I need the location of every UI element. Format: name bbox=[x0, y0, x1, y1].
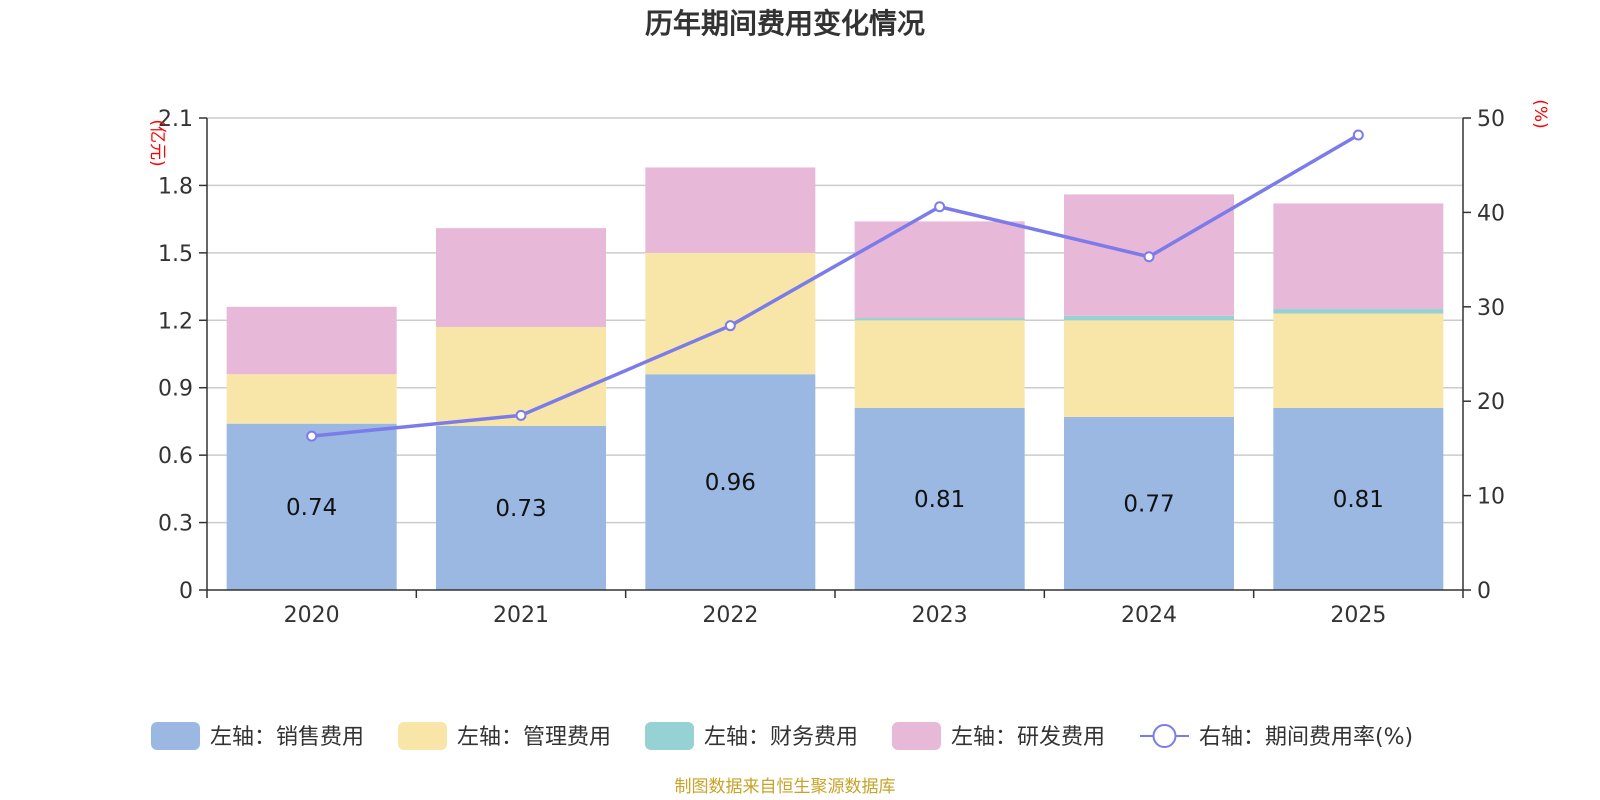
bar-segment bbox=[854, 407, 1025, 590]
legend-swatch bbox=[151, 722, 200, 750]
y-right-tick-label: 30 bbox=[1477, 296, 1505, 321]
rate-line-point bbox=[515, 409, 527, 421]
rate-line-path bbox=[311, 133, 1360, 438]
axes: 0 0.3 0.6 0.9 1.2 1.5 1.8 2.1 0 10 20 30 40 50 (亿元) (%)… bbox=[147, 99, 1550, 628]
legend-label: 左轴：销售费用 bbox=[210, 725, 364, 750]
grid-lines bbox=[207, 117, 1463, 524]
bar-segment bbox=[1273, 203, 1444, 310]
legend-swatch bbox=[892, 722, 941, 750]
y-right-tick-label: 20 bbox=[1477, 390, 1505, 415]
y-left-unit: (亿元) bbox=[147, 119, 167, 166]
x-tick-label: 2020 bbox=[284, 603, 340, 628]
bar-segment bbox=[436, 228, 606, 328]
legend: 左轴：销售费用 左轴：管理费用 左轴：财务费用 左轴：研发费用 右轴：期间费用率(%) bbox=[151, 722, 1413, 750]
bar-segment bbox=[1064, 320, 1234, 417]
legend-label: 左轴：管理费用 bbox=[457, 725, 611, 750]
legend-marker bbox=[1152, 724, 1177, 748]
rate-line-point bbox=[306, 430, 318, 442]
rate-line-point bbox=[724, 320, 736, 332]
chart-title: 历年期间费用变化情况 bbox=[645, 7, 925, 40]
y-left-tick-label: 0.3 bbox=[158, 512, 193, 537]
bar-segment bbox=[226, 423, 397, 590]
bar-segment bbox=[436, 425, 606, 590]
legend-swatch bbox=[645, 722, 694, 750]
bar-segment bbox=[854, 318, 1025, 321]
bar-data-label: 0.73 bbox=[495, 496, 546, 522]
legend-label: 左轴：研发费用 bbox=[951, 725, 1105, 750]
bar-segment bbox=[1064, 315, 1234, 321]
y-right-tick-label: 10 bbox=[1477, 485, 1505, 510]
bar-segment bbox=[436, 327, 606, 426]
bar-segment bbox=[1273, 407, 1444, 590]
bar-data-label: 0.81 bbox=[914, 487, 965, 513]
x-tick-label: 2021 bbox=[493, 603, 549, 628]
y-left-tick-label: 1.2 bbox=[158, 309, 193, 334]
y-right-tick-label: 0 bbox=[1477, 579, 1491, 604]
y-left-tick-label: 0 bbox=[179, 579, 193, 604]
legend-swatch bbox=[398, 722, 447, 750]
y-right-tick-label: 40 bbox=[1477, 201, 1505, 226]
y-right-unit: (%) bbox=[1530, 99, 1550, 128]
x-tick-label: 2022 bbox=[702, 603, 758, 628]
x-tick-label: 2024 bbox=[1121, 603, 1177, 628]
bars bbox=[226, 167, 1444, 590]
bar-data-label: 0.96 bbox=[705, 470, 756, 496]
bar-data-label: 0.77 bbox=[1123, 491, 1174, 517]
bar-segment bbox=[1064, 416, 1234, 590]
rate-line-point bbox=[1143, 251, 1155, 263]
bar-segment bbox=[645, 374, 816, 590]
y-left-tick-label: 1.5 bbox=[158, 242, 193, 267]
bar-segment bbox=[226, 306, 397, 375]
x-tick-label: 2025 bbox=[1330, 603, 1386, 628]
legend-label: 左轴：财务费用 bbox=[704, 725, 858, 750]
y-left-tick-label: 0.9 bbox=[158, 377, 193, 402]
bar-data-label: 0.81 bbox=[1333, 487, 1384, 513]
x-tick-label: 2023 bbox=[912, 603, 968, 628]
y-left-tick-label: 2.1 bbox=[158, 107, 193, 132]
bar-segment bbox=[645, 252, 816, 375]
bar-segment bbox=[1273, 313, 1444, 408]
data-labels: 0.74 0.73 0.96 0.81 0.77 0.81 bbox=[286, 470, 1384, 522]
bar-segment bbox=[854, 320, 1025, 408]
bar-segment bbox=[1273, 309, 1444, 314]
rate-line bbox=[306, 129, 1364, 442]
bar-segment bbox=[226, 374, 397, 424]
rate-line-point bbox=[1352, 129, 1364, 141]
bar-segment bbox=[645, 167, 816, 253]
rate-line-point bbox=[934, 201, 946, 213]
bar-data-label: 0.74 bbox=[286, 495, 337, 521]
y-left-tick-label: 0.6 bbox=[158, 444, 193, 469]
source-note: 制图数据来自恒生聚源数据库 bbox=[675, 777, 896, 797]
legend-label: 右轴：期间费用率(%) bbox=[1199, 725, 1413, 750]
bar-segment bbox=[854, 221, 1025, 319]
y-left-tick-label: 1.8 bbox=[158, 174, 193, 199]
y-right-tick-label: 50 bbox=[1477, 107, 1505, 132]
